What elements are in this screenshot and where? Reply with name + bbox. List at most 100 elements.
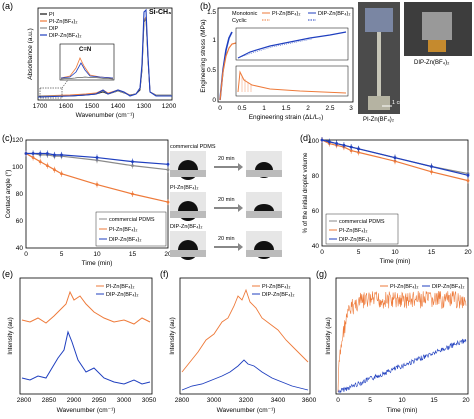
svg-text:2800: 2800 — [175, 397, 190, 404]
legend-a-pizn: PI-Zn(BF₄)₂ — [49, 19, 78, 25]
inset-a — [59, 43, 115, 81]
legend-g: PI-Zn(BF₄)₂ DIP-Zn(BF₄)₂ — [380, 284, 465, 290]
panel-tag-c: (c) — [2, 133, 13, 143]
scale-bar-label: 1 cm — [392, 100, 404, 106]
panel-d: (d) commercial PDMS PI-Zn(BF₄)₂ DIP-Zn(B… — [300, 133, 472, 265]
svg-text:PI-Zn(BF₄)₂: PI-Zn(BF₄)₂ — [390, 284, 419, 290]
spectrum-f-pizn — [181, 288, 309, 373]
panel-f: (f) PI-Zn(BF₄)₂ DIP-Zn(BF₄)₂ 2800 3000 3… — [160, 269, 317, 414]
legend-b: Monotonic Cyclic PI-Zn(BF₄)₂ DIP-Zn(BF₄)… — [232, 11, 351, 24]
svg-text:1: 1 — [212, 37, 216, 44]
svg-text:1: 1 — [262, 105, 266, 112]
xlabel-d: Time (min) — [380, 258, 411, 265]
svg-text:1600: 1600 — [59, 103, 74, 110]
svg-text:0: 0 — [218, 105, 222, 112]
panel-tag-f: (f) — [160, 269, 169, 279]
svg-text:commercial PDMS: commercial PDMS — [109, 217, 155, 223]
chart-c-series — [24, 150, 170, 206]
droplet-row-dipzn — [170, 231, 282, 260]
svg-text:commercial PDMS: commercial PDMS — [170, 144, 216, 150]
xlabel-a: Wavenumber (cm⁻¹) — [76, 112, 135, 119]
xticks-e: 2800 2850 2900 2950 3000 3050 — [17, 397, 157, 404]
arrow-20min-1: 20 min — [214, 156, 243, 171]
ylabel-a: Absorbance (a.u.) — [27, 28, 34, 80]
svg-text:2900: 2900 — [67, 397, 82, 404]
zoom-box-a — [39, 87, 63, 99]
axes-frame-g — [335, 277, 469, 395]
svg-text:2850: 2850 — [42, 397, 57, 404]
droplet-row-pdms — [170, 151, 282, 180]
ylabel-e: Intensity (au) — [7, 317, 14, 355]
svg-text:PI-Zn(BF₄)₂: PI-Zn(BF₄)₂ — [106, 284, 135, 290]
xticks-g: 0 5 10 15 20 — [336, 397, 470, 404]
inset-b-cycles — [241, 76, 252, 92]
droplet-row-pizn — [170, 192, 282, 221]
svg-text:2950: 2950 — [92, 397, 107, 404]
inset-b-bottom-curve — [237, 70, 347, 94]
axes-frame-c — [25, 139, 169, 249]
axes-frame-b — [217, 7, 354, 103]
panel-tag-b: (b) — [200, 1, 211, 11]
panel-c: (c) commercial PDMS PI-Zn(BF₄)₂ DIP-Zn(B… — [2, 133, 282, 267]
svg-text:3400: 3400 — [271, 397, 286, 404]
svg-text:20: 20 — [462, 397, 470, 404]
svg-text:3050: 3050 — [142, 397, 157, 404]
svg-text:15: 15 — [129, 251, 137, 258]
panel-g: (g) PI-Zn(BF₄)₂ DIP-Zn(BF₄)₂ 0 5 10 15 2… — [316, 269, 470, 414]
svg-text:60: 60 — [16, 218, 24, 225]
xlabel-f: Wavenumber (cm⁻¹) — [217, 407, 276, 414]
ylabel-d: % of the initial droplet volume — [302, 152, 309, 233]
photo-label-pizn: PI-Zn(BF₄)₂ — [363, 117, 395, 123]
legend-a: PI PI-Zn(BF₄)₂ DIP DIP-Zn(BF₄)₂ — [40, 12, 82, 39]
svg-text:Cyclic: Cyclic — [232, 18, 247, 24]
svg-text:100: 100 — [308, 138, 319, 145]
svg-text:2800: 2800 — [17, 397, 32, 404]
legend-f: PI-Zn(BF₄)₂ DIP-Zn(BF₄)₂ — [252, 284, 295, 298]
xlabel-c: Time (min) — [82, 260, 113, 267]
legend-d: commercial PDMS PI-Zn(BF₄)₂ DIP-Zn(BF₄)₂ — [325, 213, 399, 245]
svg-text:1200: 1200 — [162, 103, 177, 110]
arrow-20min-2: 20 min — [214, 197, 243, 212]
xticks-c: 0 5 10 15 20 — [24, 251, 172, 258]
yticks-c: 40 60 80 100 120 — [12, 137, 23, 252]
svg-text:commercial PDMS: commercial PDMS — [339, 219, 385, 225]
svg-text:20 min: 20 min — [218, 197, 235, 203]
panel-tag-g: (g) — [316, 269, 327, 279]
chart-d-series — [320, 137, 470, 184]
xticks-a: 1700 1600 1500 1400 1300 1200 — [33, 103, 177, 110]
inset-b-top — [235, 27, 349, 61]
svg-text:1400: 1400 — [111, 103, 126, 110]
svg-text:40: 40 — [312, 243, 320, 250]
svg-text:1700: 1700 — [33, 103, 48, 110]
legend-a-dip: DIP — [49, 26, 59, 32]
svg-text:PI-Zn(BF₄)₂: PI-Zn(BF₄)₂ — [170, 185, 199, 191]
panel-b: (b) Monotonic Cyclic PI-Zn(BF₄)₂ DIP-Zn(… — [200, 1, 472, 123]
xticks-d: 0 5 10 15 20 — [320, 249, 472, 256]
inset-b-top-curve — [237, 31, 347, 59]
svg-text:3: 3 — [349, 105, 353, 112]
svg-text:0.5: 0.5 — [207, 67, 216, 74]
svg-text:5: 5 — [60, 251, 64, 258]
ylabel-g: Intensity (au) — [325, 317, 332, 355]
svg-text:2.5: 2.5 — [325, 105, 334, 112]
xticks-b: 0 0.5 1 1.5 2 2.5 3 — [218, 105, 353, 112]
svg-text:10: 10 — [391, 249, 399, 256]
axes-frame-e — [19, 277, 153, 395]
svg-text:PI-Zn(BF₄)₂: PI-Zn(BF₄)₂ — [272, 11, 301, 17]
svg-text:3000: 3000 — [207, 397, 222, 404]
photo-label-dipzn: DIP-Zn(BF₄)₂ — [414, 60, 450, 66]
xlabel-e: Wavenumber (cm⁻¹) — [57, 407, 116, 414]
panel-tag-e: (e) — [2, 269, 13, 279]
svg-text:15: 15 — [428, 249, 436, 256]
svg-text:3200: 3200 — [239, 397, 254, 404]
trace-g-pizn — [337, 290, 467, 393]
svg-text:1.5: 1.5 — [207, 9, 216, 16]
spectrum-e-dipzn — [21, 330, 151, 385]
trace-g-dipzn — [337, 338, 467, 394]
yticks-b: 0 0.5 1 1.5 — [207, 9, 216, 104]
legend-e: PI-Zn(BF₄)₂ DIP-Zn(BF₄)₂ — [96, 284, 139, 298]
svg-text:1500: 1500 — [85, 103, 100, 110]
svg-text:DIP-Zn(BF₄)₂: DIP-Zn(BF₄)₂ — [432, 284, 465, 290]
svg-text:10: 10 — [93, 251, 101, 258]
svg-text:10: 10 — [398, 397, 406, 404]
